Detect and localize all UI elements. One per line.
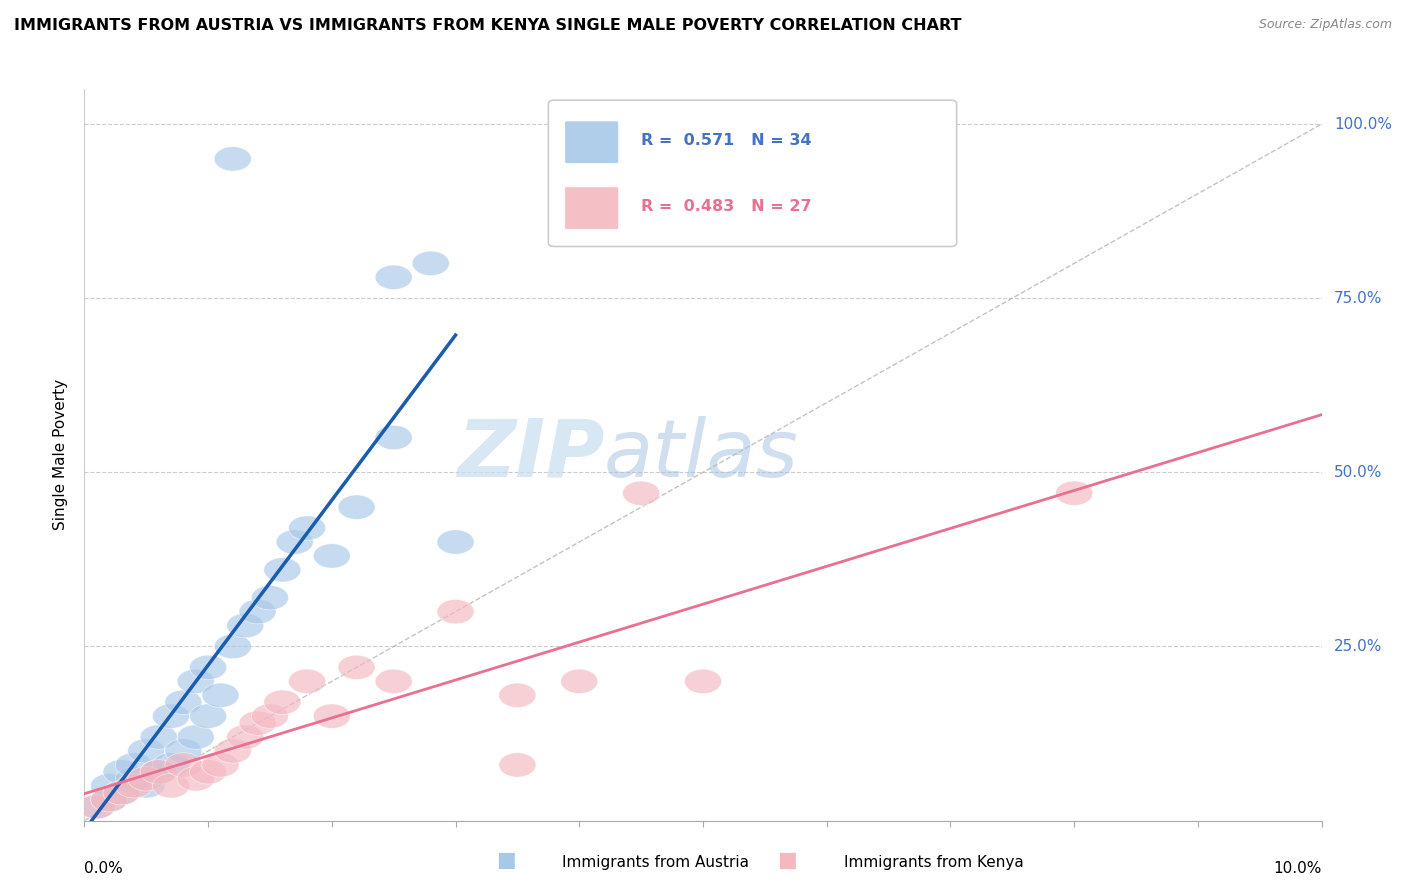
Ellipse shape	[375, 425, 412, 450]
Ellipse shape	[337, 495, 375, 519]
Text: 0.0%: 0.0%	[84, 861, 124, 876]
Ellipse shape	[90, 773, 128, 798]
Ellipse shape	[499, 683, 536, 707]
Ellipse shape	[141, 760, 177, 784]
Ellipse shape	[190, 760, 226, 784]
Ellipse shape	[314, 704, 350, 729]
Text: IMMIGRANTS FROM AUSTRIA VS IMMIGRANTS FROM KENYA SINGLE MALE POVERTY CORRELATION: IMMIGRANTS FROM AUSTRIA VS IMMIGRANTS FR…	[14, 18, 962, 33]
Ellipse shape	[190, 656, 226, 680]
Text: ZIP: ZIP	[457, 416, 605, 494]
Ellipse shape	[128, 766, 165, 791]
Ellipse shape	[202, 753, 239, 777]
Text: ■: ■	[778, 850, 797, 870]
Ellipse shape	[177, 725, 214, 749]
Ellipse shape	[412, 252, 450, 276]
Ellipse shape	[499, 753, 536, 777]
Ellipse shape	[103, 760, 141, 784]
Ellipse shape	[214, 146, 252, 171]
Ellipse shape	[276, 530, 314, 554]
Ellipse shape	[437, 530, 474, 554]
Ellipse shape	[103, 780, 141, 805]
Ellipse shape	[165, 739, 202, 764]
Ellipse shape	[226, 614, 264, 638]
Ellipse shape	[437, 599, 474, 624]
FancyBboxPatch shape	[564, 186, 619, 229]
Ellipse shape	[337, 656, 375, 680]
Ellipse shape	[128, 739, 165, 764]
Ellipse shape	[90, 788, 128, 812]
Ellipse shape	[375, 265, 412, 290]
Ellipse shape	[177, 766, 214, 791]
Ellipse shape	[264, 558, 301, 582]
Ellipse shape	[561, 669, 598, 693]
Ellipse shape	[141, 725, 177, 749]
Ellipse shape	[115, 753, 152, 777]
Ellipse shape	[214, 739, 252, 764]
Ellipse shape	[623, 481, 659, 506]
Ellipse shape	[165, 753, 202, 777]
Ellipse shape	[115, 773, 152, 798]
Ellipse shape	[288, 669, 326, 693]
Text: 10.0%: 10.0%	[1274, 861, 1322, 876]
Ellipse shape	[314, 544, 350, 568]
Ellipse shape	[252, 585, 288, 610]
Ellipse shape	[264, 690, 301, 714]
Text: R =  0.483   N = 27: R = 0.483 N = 27	[641, 199, 811, 214]
Ellipse shape	[177, 669, 214, 693]
Ellipse shape	[288, 516, 326, 541]
FancyBboxPatch shape	[548, 100, 956, 246]
Ellipse shape	[252, 704, 288, 729]
Ellipse shape	[79, 795, 115, 819]
Y-axis label: Single Male Poverty: Single Male Poverty	[53, 379, 69, 531]
Ellipse shape	[152, 773, 190, 798]
Ellipse shape	[79, 795, 115, 819]
Ellipse shape	[190, 704, 226, 729]
Text: atlas: atlas	[605, 416, 799, 494]
Text: R =  0.571   N = 34: R = 0.571 N = 34	[641, 133, 811, 148]
Ellipse shape	[128, 773, 165, 798]
Ellipse shape	[1056, 481, 1092, 506]
Ellipse shape	[239, 711, 276, 735]
Text: Immigrants from Austria: Immigrants from Austria	[562, 855, 749, 870]
Ellipse shape	[152, 704, 190, 729]
Ellipse shape	[90, 788, 128, 812]
Ellipse shape	[152, 753, 190, 777]
FancyBboxPatch shape	[564, 120, 619, 164]
Ellipse shape	[103, 780, 141, 805]
Text: 50.0%: 50.0%	[1334, 465, 1382, 480]
Ellipse shape	[165, 690, 202, 714]
Ellipse shape	[226, 725, 264, 749]
Ellipse shape	[202, 683, 239, 707]
Text: Immigrants from Kenya: Immigrants from Kenya	[844, 855, 1024, 870]
Ellipse shape	[141, 760, 177, 784]
Text: 25.0%: 25.0%	[1334, 639, 1382, 654]
Ellipse shape	[239, 599, 276, 624]
Text: 75.0%: 75.0%	[1334, 291, 1382, 306]
Text: 100.0%: 100.0%	[1334, 117, 1392, 131]
Ellipse shape	[214, 634, 252, 658]
Text: ■: ■	[496, 850, 516, 870]
Ellipse shape	[685, 669, 721, 693]
Text: Source: ZipAtlas.com: Source: ZipAtlas.com	[1258, 18, 1392, 31]
Ellipse shape	[115, 766, 152, 791]
Ellipse shape	[375, 669, 412, 693]
